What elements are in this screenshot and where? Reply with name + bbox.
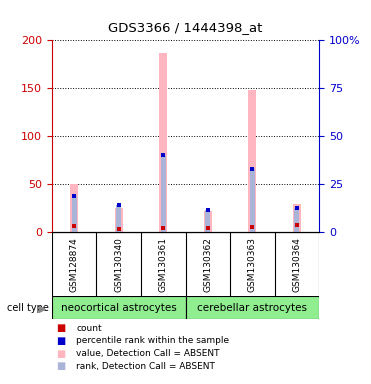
- Text: ■: ■: [56, 323, 65, 333]
- Bar: [159, 53, 167, 232]
- Bar: [204, 211, 212, 232]
- Bar: [70, 184, 78, 232]
- Text: GSM130363: GSM130363: [248, 237, 257, 292]
- Text: ▶: ▶: [39, 303, 46, 313]
- Text: GSM128874: GSM128874: [70, 237, 79, 291]
- Text: percentile rank within the sample: percentile rank within the sample: [76, 336, 229, 346]
- Text: ■: ■: [56, 361, 65, 371]
- Text: value, Detection Call = ABSENT: value, Detection Call = ABSENT: [76, 349, 220, 358]
- Text: rank, Detection Call = ABSENT: rank, Detection Call = ABSENT: [76, 362, 215, 371]
- Bar: [161, 155, 166, 232]
- Bar: [186, 296, 319, 319]
- Bar: [205, 210, 210, 232]
- Text: GSM130362: GSM130362: [203, 237, 212, 292]
- Text: cerebellar astrocytes: cerebellar astrocytes: [197, 303, 307, 313]
- Text: ■: ■: [56, 336, 65, 346]
- Bar: [293, 204, 301, 232]
- Text: GDS3366 / 1444398_at: GDS3366 / 1444398_at: [108, 21, 263, 34]
- Text: ■: ■: [56, 349, 65, 359]
- Bar: [248, 90, 256, 232]
- Bar: [72, 196, 77, 232]
- Bar: [115, 208, 123, 232]
- Bar: [250, 169, 255, 232]
- Bar: [116, 205, 121, 232]
- Text: GSM130364: GSM130364: [292, 237, 301, 292]
- Text: neocortical astrocytes: neocortical astrocytes: [61, 303, 177, 313]
- Text: GSM130361: GSM130361: [159, 237, 168, 292]
- Text: count: count: [76, 324, 102, 333]
- Text: cell type: cell type: [7, 303, 49, 313]
- Bar: [294, 208, 299, 232]
- Text: GSM130340: GSM130340: [114, 237, 123, 292]
- Bar: [52, 296, 186, 319]
